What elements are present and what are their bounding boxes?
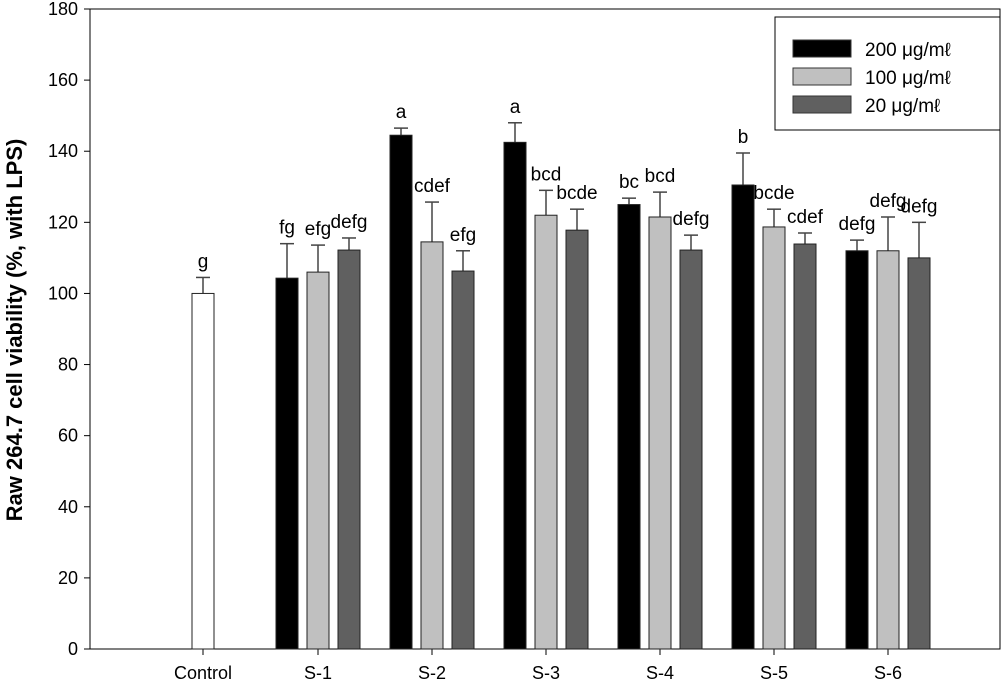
x-tick-label: S-1 xyxy=(304,663,332,683)
significance-label: cdef xyxy=(787,207,824,228)
y-tick-label: 100 xyxy=(48,283,78,303)
y-tick-label: 80 xyxy=(58,355,78,375)
y-tick-label: 120 xyxy=(48,212,78,232)
bar xyxy=(845,250,869,650)
bar xyxy=(565,229,589,650)
bar xyxy=(451,270,475,650)
x-tick-label: S-4 xyxy=(646,663,674,683)
bar xyxy=(420,241,444,650)
significance-label: g xyxy=(198,251,209,272)
significance-label: bc xyxy=(619,172,639,193)
y-tick-label: 60 xyxy=(58,426,78,446)
bar xyxy=(617,204,641,650)
bar xyxy=(876,250,900,650)
legend-label: 200 μg/mℓ xyxy=(865,40,951,61)
bar xyxy=(793,243,817,650)
significance-label: efg xyxy=(305,219,331,240)
significance-label: cdef xyxy=(414,176,451,197)
significance-label: b xyxy=(738,127,749,148)
y-tick-label: 20 xyxy=(58,568,78,588)
significance-label: efg xyxy=(450,225,476,246)
significance-label: fg xyxy=(279,218,295,239)
bar xyxy=(503,141,527,650)
significance-label: a xyxy=(510,97,521,118)
x-tick-label: S-3 xyxy=(532,663,560,683)
bar xyxy=(534,214,558,650)
bar xyxy=(191,292,215,650)
legend-swatch xyxy=(792,67,852,86)
significance-label: defg xyxy=(673,209,710,230)
bar xyxy=(306,271,330,650)
bar xyxy=(389,134,413,650)
x-tick-label: S-5 xyxy=(760,663,788,683)
significance-label: bcd xyxy=(531,164,562,185)
significance-label: bcde xyxy=(556,183,597,204)
y-tick-label: 180 xyxy=(48,0,78,19)
x-tick-label: Control xyxy=(174,663,232,683)
y-tick-label: 0 xyxy=(68,639,78,659)
bar xyxy=(731,184,755,650)
significance-label: defg xyxy=(331,212,368,233)
x-tick-label: S-6 xyxy=(874,663,902,683)
significance-label: defg xyxy=(870,191,907,212)
legend-swatch xyxy=(792,39,852,58)
bar xyxy=(337,249,361,650)
y-tick-label: 40 xyxy=(58,497,78,517)
legend-label: 100 μg/mℓ xyxy=(865,68,951,89)
bar xyxy=(275,277,299,650)
bar xyxy=(907,257,931,650)
significance-label: defg xyxy=(901,196,938,217)
bar xyxy=(648,216,672,650)
bar xyxy=(679,249,703,650)
significance-label: bcd xyxy=(645,166,676,187)
y-axis-label: Raw 264.7 cell viability (%, with LPS) xyxy=(2,139,27,522)
legend-swatch xyxy=(792,95,852,114)
significance-label: a xyxy=(396,102,407,123)
significance-label: defg xyxy=(839,214,876,235)
significance-label: bcde xyxy=(753,183,794,204)
legend-label: 20 μg/mℓ xyxy=(865,96,940,117)
y-tick-label: 140 xyxy=(48,141,78,161)
y-tick-label: 160 xyxy=(48,70,78,90)
bar xyxy=(762,226,786,650)
x-tick-label: S-2 xyxy=(418,663,446,683)
